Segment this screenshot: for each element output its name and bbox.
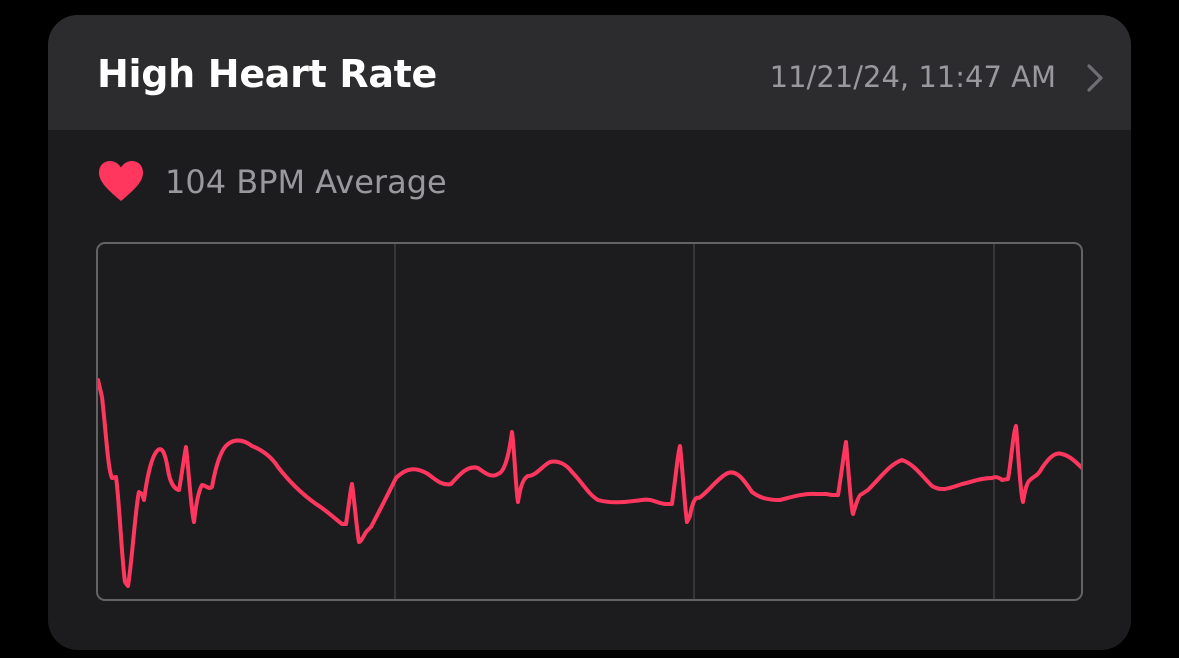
card-title: High Heart Rate [97, 52, 438, 96]
ecg-waveform [96, 378, 1083, 588]
heart-icon [99, 161, 143, 201]
event-timestamp: 11/21/24, 11:47 AM [769, 60, 1056, 94]
ecg-chart-frame [96, 242, 1083, 601]
ecg-chart [96, 242, 1083, 601]
average-bpm-label: 104 BPM Average [165, 163, 447, 201]
chevron-right-icon[interactable] [1083, 62, 1107, 94]
card-header: High Heart Rate 11/21/24, 11:47 AM [48, 15, 1131, 130]
high-heart-rate-card[interactable]: High Heart Rate 11/21/24, 11:47 AM 104 B… [48, 15, 1131, 650]
